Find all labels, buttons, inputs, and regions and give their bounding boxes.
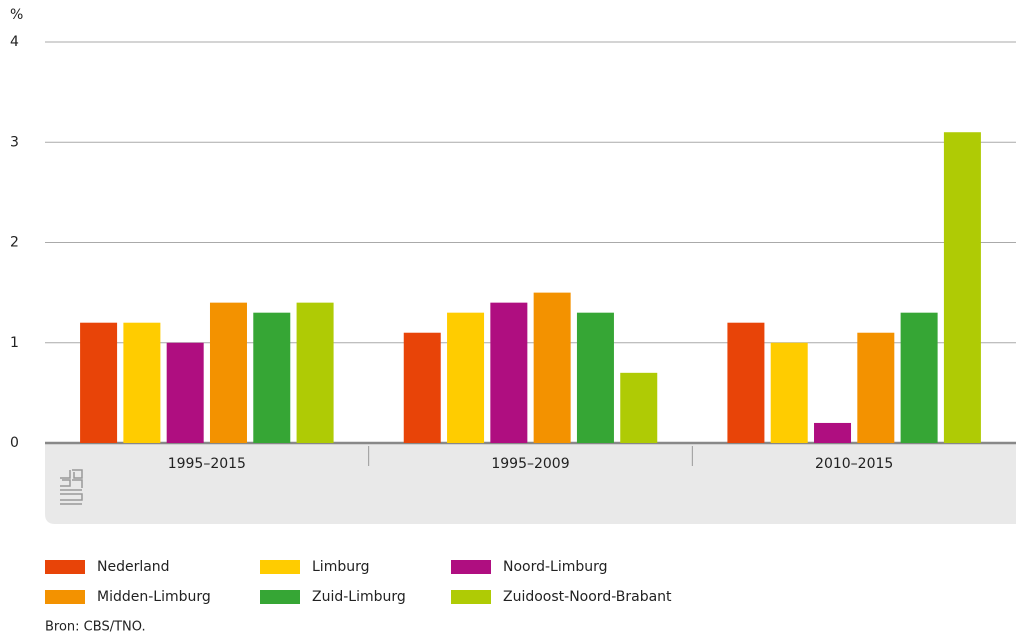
bar	[296, 302, 334, 443]
bar	[814, 422, 852, 443]
legend-swatch	[260, 560, 300, 574]
bar	[166, 342, 204, 443]
legend-label: Noord-Limburg	[503, 559, 608, 575]
legend-label: Midden-Limburg	[97, 589, 211, 605]
bar	[403, 332, 441, 443]
legend-swatch	[451, 590, 491, 604]
bar	[123, 322, 161, 443]
y-axis-label: %	[10, 7, 23, 23]
legend-swatch	[45, 590, 85, 604]
source: Bron: CBS/TNO.	[45, 620, 146, 635]
legend-label: Zuid-Limburg	[312, 589, 406, 605]
legend-swatch	[45, 560, 85, 574]
y-tick-label: 0	[10, 435, 19, 451]
x-tick-label: 1995–2009	[491, 456, 569, 472]
bar	[209, 302, 247, 443]
bar	[253, 312, 291, 443]
legend-label: Zuidoost-Noord-Brabant	[503, 589, 672, 605]
bar	[620, 372, 658, 443]
y-tick-label: 1	[10, 335, 19, 351]
y-tick-label: 4	[10, 34, 19, 50]
bar	[447, 312, 485, 443]
bar	[727, 322, 765, 443]
x-tick-label: 2010–2015	[815, 456, 893, 472]
bar	[490, 302, 528, 443]
y-tick-label: 2	[10, 235, 19, 251]
bar	[943, 132, 981, 443]
bar	[770, 342, 808, 443]
bar	[900, 312, 938, 443]
bar	[533, 292, 571, 443]
legend-label: Limburg	[312, 559, 369, 575]
logo	[60, 469, 83, 505]
bar	[857, 332, 895, 443]
category-band	[45, 443, 1016, 524]
legend-swatch	[260, 590, 300, 604]
bar	[80, 322, 118, 443]
bar	[576, 312, 614, 443]
legend-label: Nederland	[97, 559, 170, 575]
legend-swatch	[451, 560, 491, 574]
x-tick-label: 1995–2015	[168, 456, 246, 472]
y-tick-label: 3	[10, 134, 19, 150]
